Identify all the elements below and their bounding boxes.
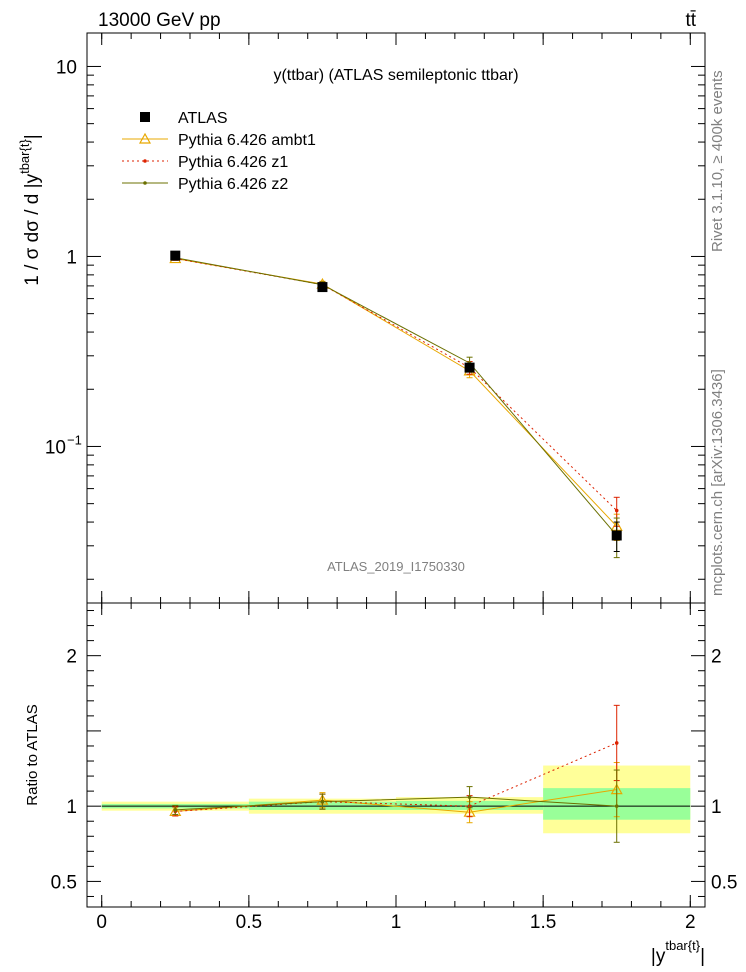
- rivet-label: Rivet 3.1.10, ≥ 400k events: [709, 70, 726, 252]
- series-line: [175, 258, 618, 527]
- x-tick-label: 0.5: [236, 912, 262, 933]
- legend-label: Pythia 6.426 ambt1: [178, 132, 316, 149]
- legend: ATLAS Pythia 6.426 ambt1 Pythia 6.426 z1 Py…: [122, 110, 316, 193]
- data-point: [614, 508, 619, 513]
- ratio-y-tick-label-right: 0.5: [711, 872, 737, 893]
- x-tick-label: 1.5: [530, 912, 556, 933]
- data-point: [317, 282, 328, 293]
- y-axis-label-sup: tbar{t}: [17, 139, 32, 174]
- ratio-data-point: [614, 741, 619, 745]
- energy-label: 13000 GeV pp: [98, 10, 221, 31]
- process-label: tt̄: [685, 10, 696, 31]
- series-pythia-6-426-z1: [172, 256, 620, 527]
- data-point: [464, 362, 475, 373]
- series-line: [175, 257, 618, 536]
- ratio-data-point: [320, 799, 325, 804]
- ratio-y-axis-label: Ratio to ATLAS: [24, 704, 41, 805]
- ratio-y-tick-label: 0.5: [51, 872, 77, 893]
- chart-title: y(ttbar) (ATLAS semileptonic ttbar): [273, 67, 518, 84]
- ratio-y-tick-label: 2: [66, 647, 77, 668]
- ratio-panel: 2 2 1 1 0.5 0.5 0 0.5 1 1.5 2 Ratio to ATLAS |ytbar{…: [24, 602, 737, 967]
- x-axis-label-end: |: [700, 946, 705, 967]
- ratio-y-tick-label: 1: [66, 797, 77, 818]
- series-pythia-6-426-ambt1: [169, 252, 623, 541]
- ratio-y-tick-label-right: 2: [711, 647, 722, 668]
- ratio-y-tick-label-right: 1: [711, 797, 722, 818]
- x-tick-label: 2: [685, 912, 696, 933]
- series-pythia-6-426-z2: [172, 255, 620, 559]
- x-tick-label: 0: [96, 912, 107, 933]
- series-line: [175, 258, 618, 511]
- ratio-frame: [86, 602, 706, 908]
- data-point: [170, 250, 181, 261]
- legend-label: Pythia 6.426 z2: [178, 176, 288, 193]
- ratio-series-line: [175, 742, 617, 812]
- y-axis-label-main: 1 / σ dσ / d |y: [22, 173, 43, 285]
- x-tick-label: 1: [391, 912, 402, 933]
- y-axis-label: 1 / σ dσ / d |ytbar{t}|: [17, 134, 43, 285]
- y-tick-label: 10: [45, 437, 66, 458]
- legend-marker: [138, 132, 152, 144]
- data-point: [611, 530, 622, 541]
- ratio-series-line: [175, 796, 617, 811]
- y-tick-label: 10: [56, 57, 77, 78]
- legend-label: ATLAS: [178, 110, 228, 127]
- legend-marker: [143, 181, 147, 185]
- analysis-watermark: ATLAS_2019_I1750330: [327, 559, 465, 574]
- ratio-data-point: [614, 804, 619, 808]
- y-axis-label-end: |: [22, 134, 43, 139]
- x-axis-label: |ytbar{t}|: [651, 938, 705, 967]
- legend-marker: [143, 159, 147, 163]
- legend-label: Pythia 6.426 z1: [178, 154, 288, 171]
- ratio-data-point: [467, 795, 472, 799]
- source-label: mcplots.cern.ch [arXiv:1306.3436]: [709, 369, 726, 596]
- x-axis-label-sup: tbar{t}: [665, 938, 700, 953]
- ratio-series-pythia-6-426-z2: [172, 769, 620, 843]
- y-tick-label: 1: [66, 247, 77, 268]
- series-atlas: [170, 250, 622, 552]
- legend-marker: [140, 112, 150, 122]
- ratio-data-point: [173, 808, 178, 812]
- x-axis-label-main: |y: [651, 946, 666, 967]
- y-tick-label-exponent: −1: [67, 432, 82, 447]
